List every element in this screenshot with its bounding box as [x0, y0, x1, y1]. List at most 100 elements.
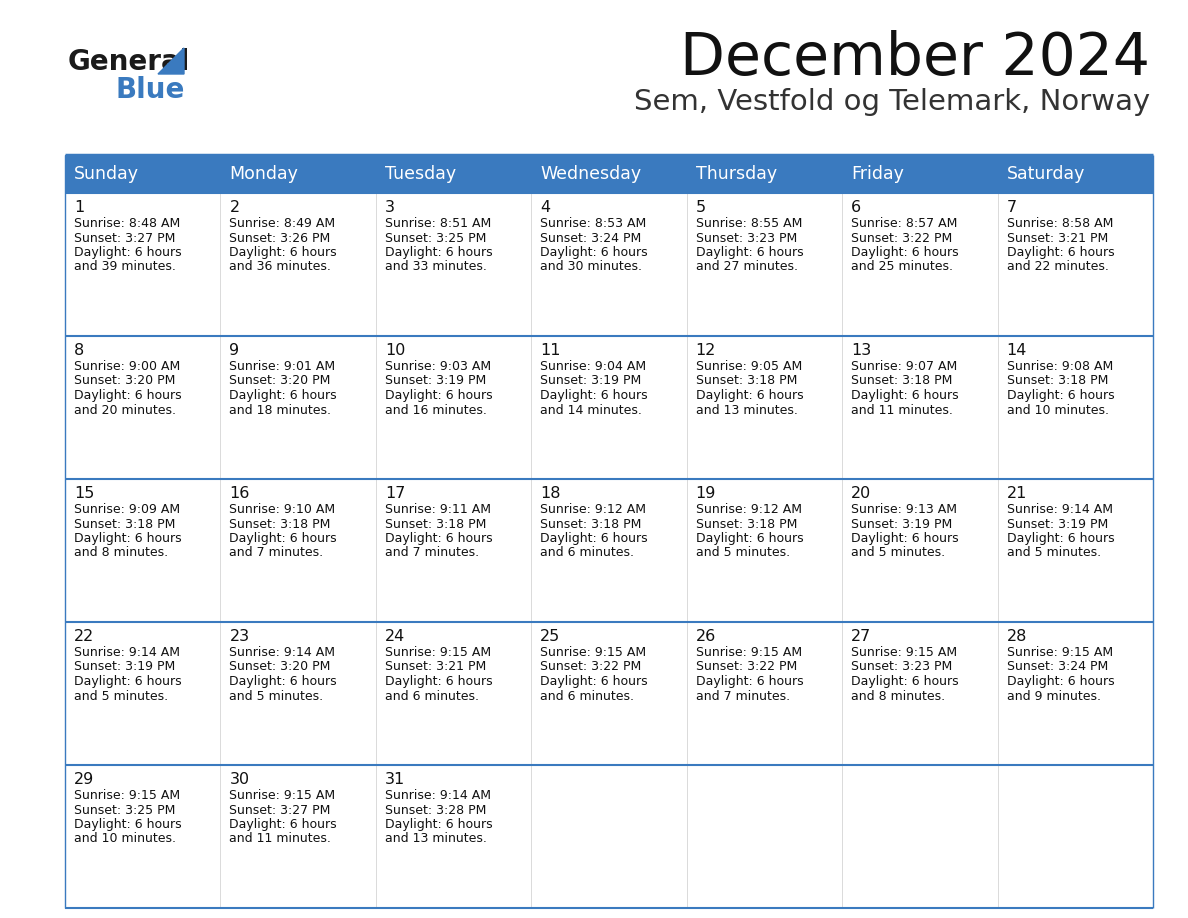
Text: Sunset: 3:19 PM: Sunset: 3:19 PM: [385, 375, 486, 387]
Text: Sunset: 3:27 PM: Sunset: 3:27 PM: [229, 803, 330, 816]
Text: Sunrise: 9:05 AM: Sunrise: 9:05 AM: [696, 360, 802, 373]
Text: and 16 minutes.: and 16 minutes.: [385, 404, 487, 417]
Text: Sunrise: 8:49 AM: Sunrise: 8:49 AM: [229, 217, 335, 230]
Text: Sunset: 3:25 PM: Sunset: 3:25 PM: [74, 803, 176, 816]
Text: 1: 1: [74, 200, 84, 215]
Text: Sunset: 3:20 PM: Sunset: 3:20 PM: [74, 375, 176, 387]
Text: Sunrise: 8:58 AM: Sunrise: 8:58 AM: [1006, 217, 1113, 230]
Text: Sunset: 3:25 PM: Sunset: 3:25 PM: [385, 231, 486, 244]
Text: 18: 18: [541, 486, 561, 501]
Text: 2: 2: [229, 200, 240, 215]
Text: Daylight: 6 hours: Daylight: 6 hours: [229, 389, 337, 402]
Text: Sunset: 3:18 PM: Sunset: 3:18 PM: [696, 375, 797, 387]
Bar: [65, 765, 1154, 908]
Text: Sunset: 3:19 PM: Sunset: 3:19 PM: [74, 660, 176, 674]
Text: Daylight: 6 hours: Daylight: 6 hours: [1006, 389, 1114, 402]
Text: and 30 minutes.: and 30 minutes.: [541, 261, 643, 274]
Text: Sunset: 3:18 PM: Sunset: 3:18 PM: [851, 375, 953, 387]
Text: Daylight: 6 hours: Daylight: 6 hours: [74, 246, 182, 259]
Text: Sunrise: 9:14 AM: Sunrise: 9:14 AM: [74, 646, 181, 659]
Text: Daylight: 6 hours: Daylight: 6 hours: [541, 246, 647, 259]
Text: 14: 14: [1006, 343, 1026, 358]
Text: Sunset: 3:18 PM: Sunset: 3:18 PM: [541, 518, 642, 531]
Text: Daylight: 6 hours: Daylight: 6 hours: [385, 246, 493, 259]
Text: and 6 minutes.: and 6 minutes.: [541, 689, 634, 702]
Text: 4: 4: [541, 200, 550, 215]
Text: Daylight: 6 hours: Daylight: 6 hours: [541, 532, 647, 545]
Text: Sunrise: 9:13 AM: Sunrise: 9:13 AM: [851, 503, 958, 516]
Text: Daylight: 6 hours: Daylight: 6 hours: [541, 389, 647, 402]
Text: and 7 minutes.: and 7 minutes.: [229, 546, 323, 559]
Text: Daylight: 6 hours: Daylight: 6 hours: [229, 675, 337, 688]
Text: Sunset: 3:21 PM: Sunset: 3:21 PM: [1006, 231, 1108, 244]
Text: Sunset: 3:18 PM: Sunset: 3:18 PM: [696, 518, 797, 531]
Text: Daylight: 6 hours: Daylight: 6 hours: [696, 389, 803, 402]
Text: General: General: [68, 48, 190, 76]
Text: Sunrise: 9:15 AM: Sunrise: 9:15 AM: [74, 789, 181, 802]
Text: 10: 10: [385, 343, 405, 358]
Text: Sunrise: 9:04 AM: Sunrise: 9:04 AM: [541, 360, 646, 373]
Text: and 7 minutes.: and 7 minutes.: [385, 546, 479, 559]
Text: Sunrise: 9:03 AM: Sunrise: 9:03 AM: [385, 360, 491, 373]
Text: 17: 17: [385, 486, 405, 501]
Text: Friday: Friday: [851, 165, 904, 183]
Text: and 7 minutes.: and 7 minutes.: [696, 689, 790, 702]
Text: Wednesday: Wednesday: [541, 165, 642, 183]
Text: 28: 28: [1006, 629, 1026, 644]
Text: Daylight: 6 hours: Daylight: 6 hours: [696, 246, 803, 259]
Text: Sunset: 3:28 PM: Sunset: 3:28 PM: [385, 803, 486, 816]
Text: Sunset: 3:23 PM: Sunset: 3:23 PM: [851, 660, 953, 674]
Text: Sunset: 3:18 PM: Sunset: 3:18 PM: [229, 518, 330, 531]
Text: 8: 8: [74, 343, 84, 358]
Text: Sunrise: 9:15 AM: Sunrise: 9:15 AM: [851, 646, 958, 659]
Text: Daylight: 6 hours: Daylight: 6 hours: [385, 389, 493, 402]
Text: 25: 25: [541, 629, 561, 644]
Text: Sunset: 3:21 PM: Sunset: 3:21 PM: [385, 660, 486, 674]
Text: Daylight: 6 hours: Daylight: 6 hours: [1006, 675, 1114, 688]
Text: and 6 minutes.: and 6 minutes.: [385, 689, 479, 702]
Text: Sunset: 3:22 PM: Sunset: 3:22 PM: [541, 660, 642, 674]
Polygon shape: [158, 48, 184, 74]
Text: Daylight: 6 hours: Daylight: 6 hours: [385, 532, 493, 545]
Text: Sunrise: 9:08 AM: Sunrise: 9:08 AM: [1006, 360, 1113, 373]
Text: and 36 minutes.: and 36 minutes.: [229, 261, 331, 274]
Text: Sunrise: 9:15 AM: Sunrise: 9:15 AM: [696, 646, 802, 659]
Text: Sunset: 3:20 PM: Sunset: 3:20 PM: [229, 660, 330, 674]
Text: Daylight: 6 hours: Daylight: 6 hours: [74, 389, 182, 402]
Text: Sunset: 3:19 PM: Sunset: 3:19 PM: [1006, 518, 1108, 531]
Text: Sunrise: 8:57 AM: Sunrise: 8:57 AM: [851, 217, 958, 230]
Text: Daylight: 6 hours: Daylight: 6 hours: [229, 818, 337, 831]
Text: Sunrise: 9:15 AM: Sunrise: 9:15 AM: [229, 789, 335, 802]
Text: 9: 9: [229, 343, 240, 358]
Text: Sunrise: 9:12 AM: Sunrise: 9:12 AM: [541, 503, 646, 516]
Text: Daylight: 6 hours: Daylight: 6 hours: [229, 532, 337, 545]
Bar: [65, 193, 1154, 336]
Text: Sunrise: 9:15 AM: Sunrise: 9:15 AM: [385, 646, 491, 659]
Text: and 5 minutes.: and 5 minutes.: [851, 546, 946, 559]
Text: and 25 minutes.: and 25 minutes.: [851, 261, 953, 274]
Text: Daylight: 6 hours: Daylight: 6 hours: [1006, 246, 1114, 259]
Text: Sunrise: 9:00 AM: Sunrise: 9:00 AM: [74, 360, 181, 373]
Text: and 10 minutes.: and 10 minutes.: [74, 833, 176, 845]
Text: Sunset: 3:22 PM: Sunset: 3:22 PM: [696, 660, 797, 674]
Text: 16: 16: [229, 486, 249, 501]
Text: Sunset: 3:18 PM: Sunset: 3:18 PM: [74, 518, 176, 531]
Text: Daylight: 6 hours: Daylight: 6 hours: [229, 246, 337, 259]
Text: Sunrise: 9:14 AM: Sunrise: 9:14 AM: [385, 789, 491, 802]
Text: 3: 3: [385, 200, 394, 215]
Text: 11: 11: [541, 343, 561, 358]
Text: and 14 minutes.: and 14 minutes.: [541, 404, 643, 417]
Text: Daylight: 6 hours: Daylight: 6 hours: [385, 818, 493, 831]
Text: Sunrise: 9:01 AM: Sunrise: 9:01 AM: [229, 360, 335, 373]
Text: and 11 minutes.: and 11 minutes.: [229, 833, 331, 845]
Bar: [65, 336, 1154, 479]
Text: Sunrise: 9:15 AM: Sunrise: 9:15 AM: [1006, 646, 1113, 659]
Text: Sunrise: 9:14 AM: Sunrise: 9:14 AM: [1006, 503, 1113, 516]
Text: 31: 31: [385, 772, 405, 787]
Text: Sunset: 3:20 PM: Sunset: 3:20 PM: [229, 375, 330, 387]
Text: and 39 minutes.: and 39 minutes.: [74, 261, 176, 274]
Text: and 13 minutes.: and 13 minutes.: [385, 833, 487, 845]
Text: 6: 6: [851, 200, 861, 215]
Text: Sunrise: 9:07 AM: Sunrise: 9:07 AM: [851, 360, 958, 373]
Text: Sunrise: 9:15 AM: Sunrise: 9:15 AM: [541, 646, 646, 659]
